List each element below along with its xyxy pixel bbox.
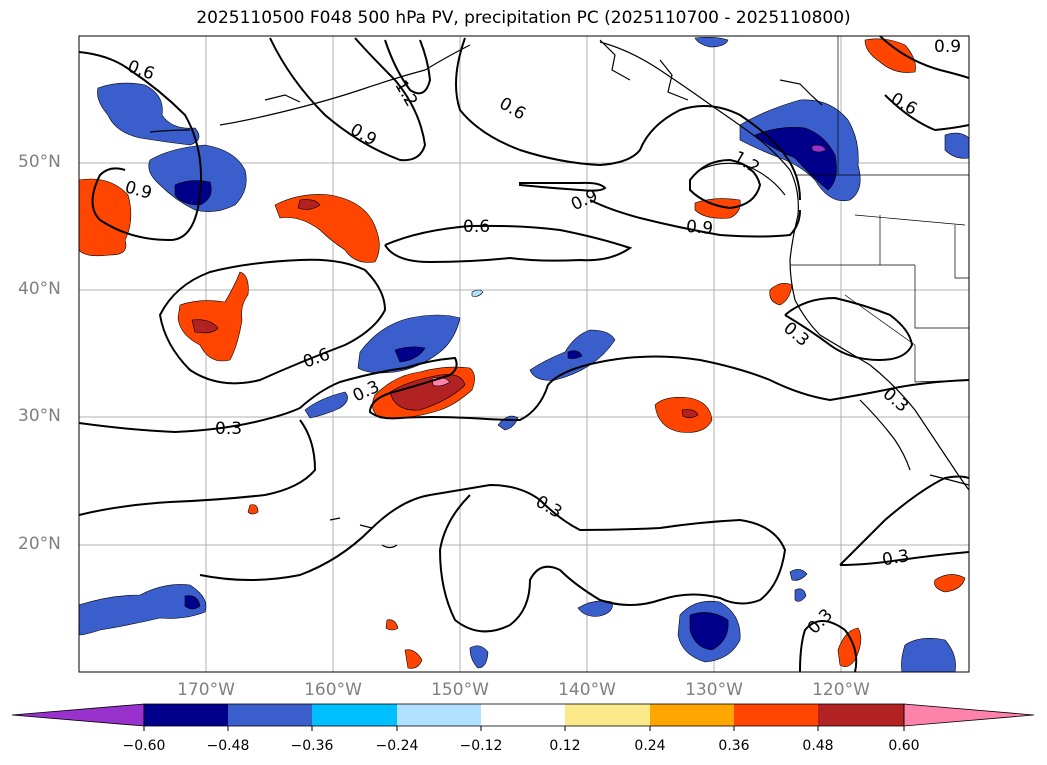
contour-label: 0.6 bbox=[463, 217, 490, 237]
contour-label: 0.9 bbox=[934, 37, 961, 57]
map-frame bbox=[78, 35, 970, 673]
colorbar-extend-high bbox=[903, 703, 1035, 727]
colorbar-segment bbox=[397, 704, 481, 726]
map-area: 0.6 0.9 1.2 0.6 0.9 0.9 0.6 0.9 0.9 1.2 … bbox=[79, 36, 969, 672]
longitude-label: 150°W bbox=[431, 680, 489, 700]
colorbar bbox=[11, 703, 1035, 731]
longitude-label: 170°W bbox=[177, 680, 235, 700]
colorbar-tick-label: −0.60 bbox=[122, 738, 166, 754]
colorbar-tick-label: −0.12 bbox=[459, 738, 503, 754]
latitude-label: 30°N bbox=[18, 406, 61, 426]
colorbar-segment bbox=[312, 704, 397, 726]
latitude-label: 40°N bbox=[18, 279, 61, 299]
latitude-label: 50°N bbox=[18, 152, 61, 172]
colorbar-tick-label: −0.36 bbox=[290, 738, 334, 754]
colorbar-segment bbox=[228, 704, 312, 726]
latitude-label: 20°N bbox=[18, 534, 61, 554]
colorbar-segment bbox=[565, 704, 650, 726]
colorbar-tick-label: 0.12 bbox=[549, 738, 581, 754]
map-title: 2025110500 F048 500 hPa PV, precipitatio… bbox=[196, 8, 851, 28]
colorbar-segment bbox=[734, 704, 818, 726]
pv-contours bbox=[79, 36, 969, 672]
contour-label: 0.9 bbox=[685, 217, 714, 239]
colorbar-segment bbox=[650, 704, 734, 726]
colorbar-tick-label: 0.60 bbox=[888, 738, 920, 754]
colorbar-segment bbox=[481, 704, 565, 726]
colorbar-tick-label: −0.48 bbox=[206, 738, 250, 754]
contour-label: 0.3 bbox=[881, 546, 911, 570]
colorbar-tick-label: 0.36 bbox=[718, 738, 750, 754]
colorbar-tick-label: 0.24 bbox=[634, 738, 666, 754]
colorbar-segment bbox=[144, 704, 228, 726]
positive-precip-anomalies bbox=[79, 38, 966, 669]
longitude-label: 140°W bbox=[558, 680, 616, 700]
colorbar-tick-label: −0.24 bbox=[375, 738, 419, 754]
colorbar-segment bbox=[818, 704, 904, 726]
longitude-label: 130°W bbox=[685, 680, 743, 700]
longitude-label: 120°W bbox=[812, 680, 870, 700]
negative-precip-anomalies bbox=[79, 37, 969, 672]
longitude-label: 160°W bbox=[304, 680, 362, 700]
colorbar-extend-low bbox=[11, 703, 145, 727]
colorbar-tick-label: 0.48 bbox=[802, 738, 834, 754]
contour-label: 0.3 bbox=[215, 419, 242, 439]
